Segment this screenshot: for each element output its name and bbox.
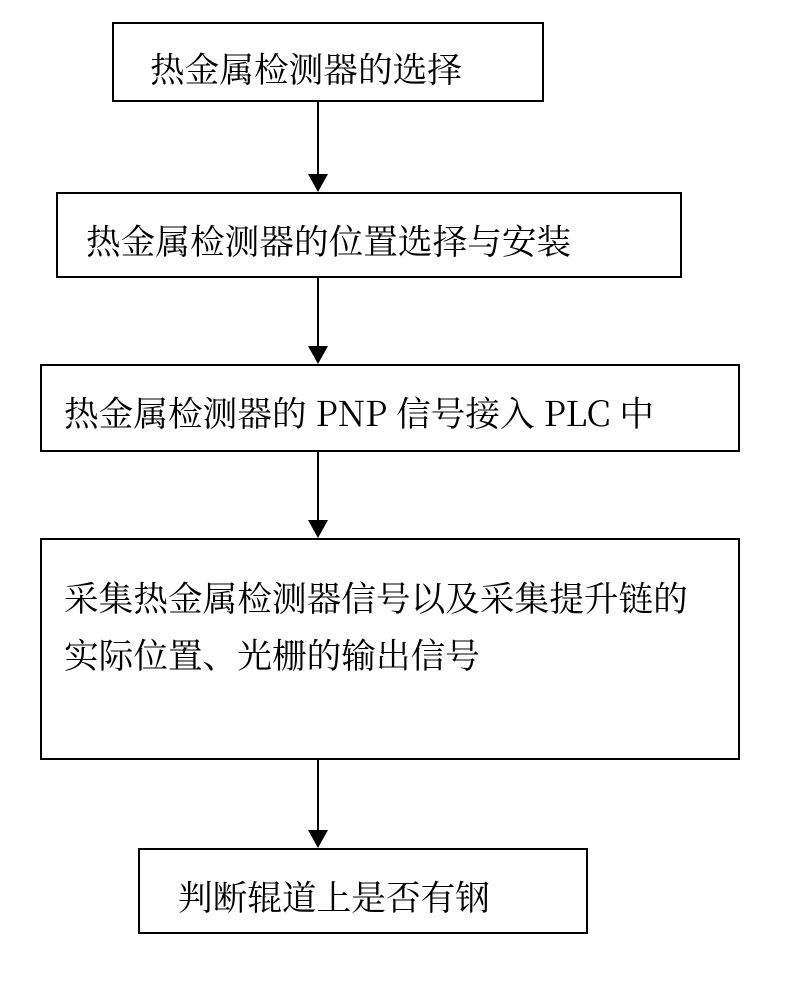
flowchart-node-label: 采集热金属检测器信号以及采集提升链的实际位置、光栅的输出信号 <box>64 568 716 682</box>
flowchart-node-label: 热金属检测器的 PNP 信号接入 PLC 中 <box>64 386 716 436</box>
flowchart-node: 判断辊道上是否有钢 <box>138 848 588 934</box>
flowchart-node: 热金属检测器的 PNP 信号接入 PLC 中 <box>40 364 740 452</box>
flowchart-node-label: 热金属检测器的选择 <box>150 42 506 92</box>
flowchart-node-label: 判断辊道上是否有钢 <box>178 870 548 920</box>
flowchart-node: 采集热金属检测器信号以及采集提升链的实际位置、光栅的输出信号 <box>40 538 740 760</box>
arrow-line <box>317 452 319 520</box>
flowchart-node: 热金属检测器的位置选择与安装 <box>56 192 682 278</box>
flowchart-canvas: 热金属检测器的选择热金属检测器的位置选择与安装热金属检测器的 PNP 信号接入 … <box>0 0 797 1000</box>
arrow-line <box>317 278 319 346</box>
flowchart-node-label: 热金属检测器的位置选择与安装 <box>86 214 652 264</box>
arrow-line <box>317 760 319 830</box>
arrow-line <box>317 102 319 174</box>
flowchart-node: 热金属检测器的选择 <box>112 22 544 102</box>
arrow-head-icon <box>308 346 328 364</box>
arrow-head-icon <box>308 830 328 848</box>
arrow-head-icon <box>308 174 328 192</box>
arrow-head-icon <box>308 520 328 538</box>
